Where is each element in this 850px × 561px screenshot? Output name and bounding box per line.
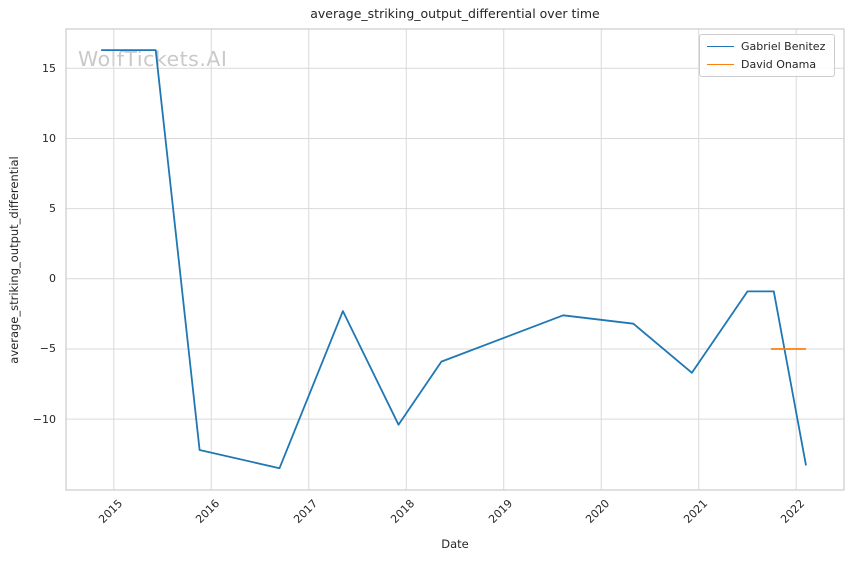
legend-line-swatch — [707, 64, 734, 65]
chart-title: average_striking_output_differential ove… — [310, 6, 600, 21]
y-tick-label: 10 — [42, 131, 56, 145]
legend-label: Gabriel Benitez — [741, 40, 826, 53]
x-axis-label: Date — [441, 537, 469, 551]
y-tick-label: 0 — [49, 272, 56, 286]
plot-border — [65, 28, 845, 491]
legend-item: David Onama — [707, 58, 825, 71]
y-tick-label: 5 — [49, 202, 56, 216]
legend-item: Gabriel Benitez — [707, 40, 825, 53]
y-tick-label: −10 — [32, 412, 56, 426]
y-axis-label: average_striking_output_differential — [7, 156, 21, 364]
series-line-gabriel-benitez — [101, 49, 807, 470]
legend: Gabriel Benitez David Onama — [699, 34, 836, 77]
y-tick-label: 15 — [42, 61, 56, 75]
y-tick-label: −5 — [39, 342, 56, 356]
legend-line-swatch — [707, 46, 734, 47]
legend-label: David Onama — [741, 58, 817, 71]
